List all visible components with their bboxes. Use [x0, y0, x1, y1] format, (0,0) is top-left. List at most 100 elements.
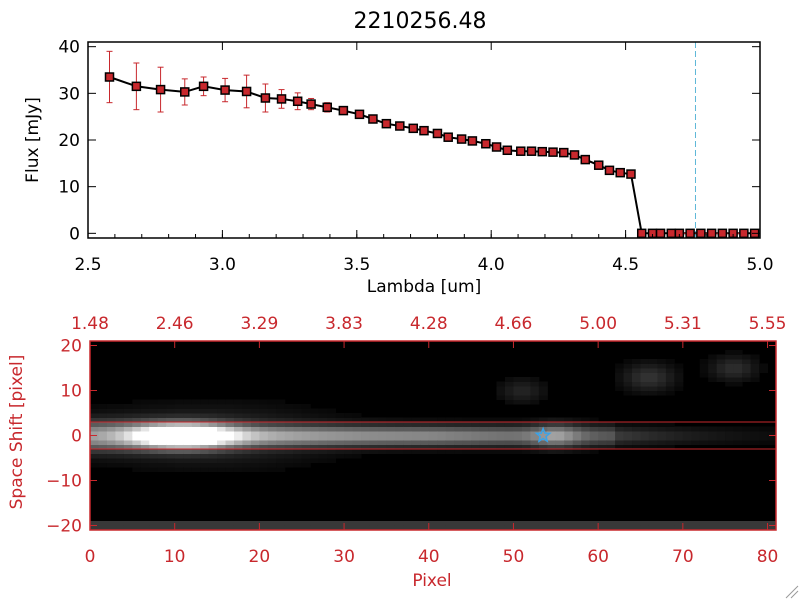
image-cell: [250, 453, 260, 459]
image-cell: [132, 413, 142, 418]
image-cell: [555, 426, 565, 432]
image-cell: [327, 417, 337, 423]
image-cell: [598, 525, 608, 531]
image-cell: [191, 435, 201, 441]
image-cell: [361, 444, 370, 450]
image-cell: [191, 399, 201, 405]
image-cell: [267, 462, 277, 468]
image-cell: [632, 386, 641, 391]
image-cell: [217, 408, 227, 414]
image-cell: [725, 381, 735, 387]
image-cell: [733, 431, 743, 436]
image-cell: [428, 440, 438, 445]
image-cell: [140, 435, 150, 441]
image-cell: [504, 381, 514, 387]
image-cell: [310, 417, 320, 423]
image-cell: [589, 435, 599, 441]
image-cell: [149, 440, 159, 445]
image-cell: [217, 444, 227, 450]
image-cell: [344, 449, 354, 454]
y-tick-label: 20: [58, 131, 80, 151]
image-cell: [140, 444, 150, 450]
image-cell: [200, 399, 210, 405]
image-cell: [589, 440, 599, 445]
image-cell: [716, 368, 726, 373]
image-cell: [555, 525, 565, 531]
image-cell: [301, 525, 311, 531]
image-cell: [90, 422, 99, 427]
image-cell: [725, 521, 735, 526]
image-cell: [174, 458, 184, 463]
image-cell: [369, 435, 379, 441]
data-point: [408, 123, 418, 134]
image-cell: [691, 435, 701, 441]
image-cell: [623, 390, 633, 396]
image-cell: [200, 422, 210, 427]
image-cell: [733, 354, 743, 360]
image-cell: [242, 408, 252, 414]
image-cell: [284, 413, 294, 418]
image-cell: [191, 440, 201, 445]
image-cell: [361, 426, 370, 432]
image-cell: [437, 440, 447, 445]
image-cell: [191, 525, 201, 531]
image-cell: [572, 435, 582, 441]
data-point: [198, 81, 209, 92]
image-cell: [369, 521, 379, 526]
image-cell: [191, 408, 201, 414]
image-y-tick-label: 20: [60, 337, 82, 357]
image-cell: [496, 426, 506, 432]
image-cell: [90, 431, 99, 436]
image-cell: [471, 525, 481, 531]
image-cell: [716, 359, 726, 364]
image-cell: [250, 422, 260, 427]
image-cell: [411, 449, 421, 454]
image-cell: [106, 449, 116, 454]
image-cell: [90, 435, 99, 441]
image-cell: [767, 440, 777, 445]
image-cell: [250, 444, 260, 450]
image-cell: [140, 453, 150, 459]
spectrum-panel: 2210256.48 2.5 3.0 3.5 4.0 4.5 5.0 0 10 20 30 40 L…: [23, 9, 774, 297]
data-point: [580, 154, 591, 165]
image-cell: [394, 444, 404, 450]
image-cell: [767, 431, 777, 436]
image-cell: [183, 431, 193, 436]
image-cell: [547, 440, 557, 445]
image-cell: [699, 440, 709, 445]
image-cell: [106, 462, 116, 468]
image-cell: [166, 399, 176, 405]
image-cell: [699, 359, 709, 364]
image-cell: [623, 422, 633, 427]
image-cell: [250, 462, 260, 468]
image-cell: [504, 377, 514, 382]
image-cell: [581, 426, 591, 432]
image-cell: [200, 408, 210, 414]
image-cell: [293, 458, 303, 463]
image-cell: [90, 413, 99, 418]
image-cell: [598, 422, 608, 427]
image-cell: [267, 449, 277, 454]
image-cell: [547, 426, 557, 432]
image-cell: [496, 386, 506, 391]
image-cell: [106, 444, 116, 450]
resize-grip-icon[interactable]: [785, 585, 799, 599]
image-cell: [115, 413, 125, 418]
image-cell: [200, 431, 210, 436]
image-cell: [521, 449, 531, 454]
image-cell: [149, 431, 159, 436]
image-cell: [623, 368, 633, 373]
image-cell: [369, 444, 379, 450]
image-cell: [521, 390, 531, 396]
image-cell: [200, 444, 210, 450]
image-cell: [183, 426, 193, 432]
image-cell: [632, 372, 641, 378]
image-cell: [183, 449, 193, 454]
image-cell: [504, 390, 514, 396]
image-cell: [344, 525, 354, 531]
image-cell: [98, 449, 108, 454]
image-cell: [513, 440, 523, 445]
image-cell: [132, 521, 142, 526]
image-cell: [504, 444, 514, 450]
image-cell: [496, 417, 506, 423]
